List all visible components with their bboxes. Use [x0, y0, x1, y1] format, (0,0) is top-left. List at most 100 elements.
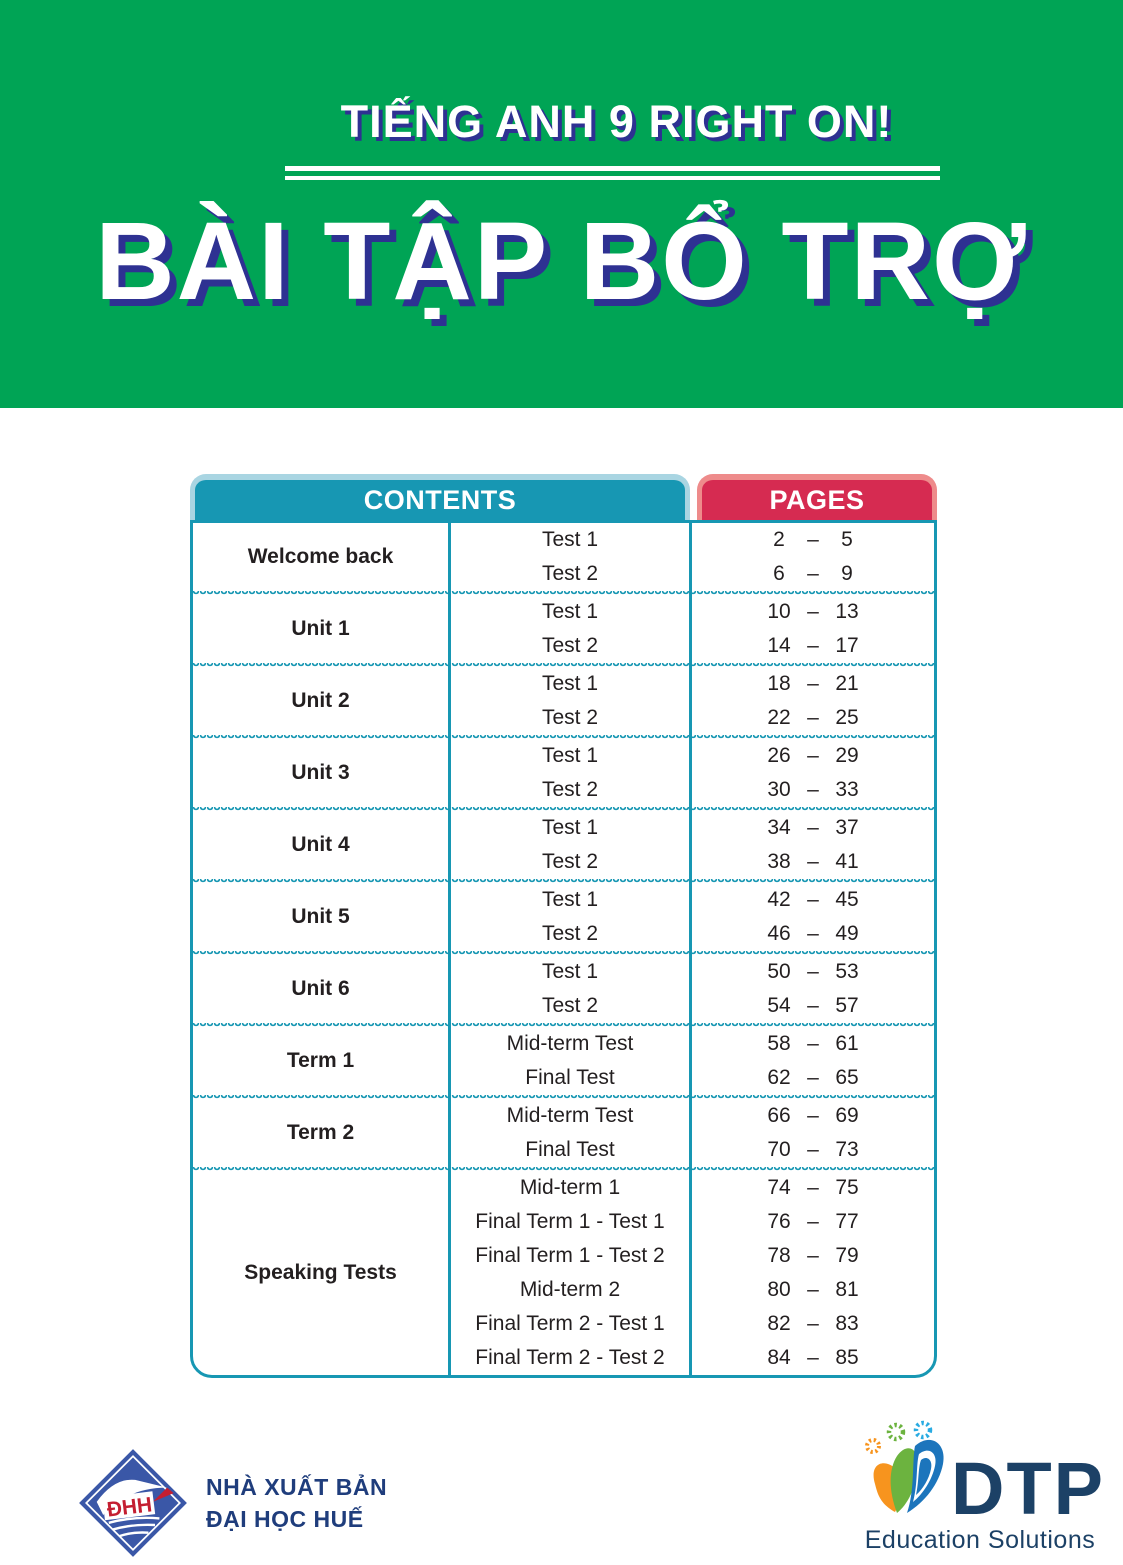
toc-item-pages: 2–5	[773, 528, 853, 551]
toc-category: Unit 4	[291, 833, 350, 856]
contents-header-pill: CONTENTS	[190, 474, 690, 520]
toc-item-label: Mid-term Test	[506, 1032, 634, 1055]
toc-item-label: Test 2	[541, 706, 599, 729]
toc-item-label: Test 1	[541, 960, 599, 983]
toc-item-pages: 6–9	[773, 562, 853, 585]
toc-group: Unit 3 Test 1 26–29 Test 2 30–33	[193, 739, 934, 807]
toc-item-pages: 26–29	[767, 744, 859, 767]
toc-item-pages: 58–61	[767, 1032, 859, 1055]
wavy-divider	[193, 1167, 934, 1171]
toc-item-pages: 76–77	[767, 1210, 859, 1233]
rule-line	[285, 176, 940, 180]
toc-group: Unit 4 Test 1 34–37 Test 2 38–41	[193, 811, 934, 879]
toc-item-label: Test 1	[541, 672, 599, 695]
toc-item-label: Test 2	[541, 850, 599, 873]
toc-item-label: Final Test	[525, 1066, 615, 1089]
dtp-logo-row: DTP	[855, 1420, 1105, 1530]
toc-category: Unit 2	[291, 689, 350, 712]
toc-item-label: Test 1	[541, 528, 599, 551]
toc-category: Term 2	[286, 1121, 355, 1144]
toc-item-pages: 18–21	[767, 672, 859, 695]
wavy-divider	[193, 735, 934, 739]
toc-item-pages: 66–69	[767, 1104, 859, 1127]
toc-item-label: Test 2	[541, 778, 599, 801]
publisher-name: NHÀ XUẤT BẢN ĐẠI HỌC HUẾ	[206, 1471, 387, 1535]
dtp-subtitle: Education Solutions	[864, 1526, 1096, 1554]
toc-group: Unit 5 Test 1 42–45 Test 2 46–49	[193, 883, 934, 951]
toc-item-label: Mid-term Test	[506, 1104, 634, 1127]
dtp-flower-icon	[865, 1420, 944, 1513]
toc-item-pages: 82–83	[767, 1312, 859, 1335]
column-divider	[448, 523, 451, 1375]
toc-group: Unit 6 Test 1 50–53 Test 2 54–57	[193, 955, 934, 1023]
table-of-contents: CONTENTS PAGES Welcome back Test 1 2–5 Test…	[190, 474, 937, 1378]
toc-item-pages: 80–81	[767, 1278, 859, 1301]
toc-category: Term 1	[286, 1049, 355, 1072]
toc-item-label: Mid-term 1	[519, 1176, 621, 1199]
toc-category: Speaking Tests	[244, 1261, 397, 1284]
rule-line	[285, 166, 940, 171]
wavy-divider	[193, 591, 934, 595]
toc-item-pages: 30–33	[767, 778, 859, 801]
header-band: TIẾNG ANH 9 RIGHT ON! BÀI TẬP BỔ TRỢ	[0, 0, 1123, 408]
dtp-wordmark: DTP	[951, 1446, 1105, 1530]
book-title: BÀI TẬP BỔ TRỢ	[95, 200, 1028, 323]
wavy-divider	[193, 807, 934, 811]
toc-item-pages: 78–79	[767, 1244, 859, 1267]
toc-group: Unit 2 Test 1 18–21 Test 2 22–25	[193, 667, 934, 735]
publisher-line-1: NHÀ XUẤT BẢN	[206, 1473, 388, 1500]
toc-item-label: Test 2	[541, 562, 599, 585]
toc-item-label: Final Term 1 - Test 1	[475, 1210, 665, 1233]
wavy-divider	[193, 663, 934, 667]
toc-category: Unit 3	[291, 761, 350, 784]
toc-group: Term 1 Mid-term Test 58–61 Final Test 62–65	[193, 1027, 934, 1095]
toc-item-label: Mid-term 2	[519, 1278, 621, 1301]
toc-item-label: Final Test	[525, 1138, 615, 1161]
toc-item-pages: 10–13	[767, 600, 859, 623]
pages-header-pill: PAGES	[697, 474, 937, 520]
toc-item-label: Test 1	[541, 744, 599, 767]
toc-group: Speaking Tests Mid-term 1 74–75 Final Term …	[193, 1171, 934, 1375]
toc-item-pages: 34–37	[767, 816, 859, 839]
toc-body: Welcome back Test 1 2–5 Test 2 6–9 Unit 1 Test…	[190, 520, 937, 1378]
toc-item-label: Test 2	[541, 634, 599, 657]
toc-group: Unit 1 Test 1 10–13 Test 2 14–17	[193, 595, 934, 663]
double-rule	[285, 166, 940, 180]
publisher-block: ĐHH NHÀ XUẤT BẢN ĐẠI HỌC HUẾ	[78, 1448, 387, 1558]
toc-item-label: Test 1	[541, 600, 599, 623]
dtp-logo-block: DTP Education Solutions	[855, 1420, 1105, 1555]
toc-item-pages: 74–75	[767, 1176, 859, 1199]
toc-item-pages: 14–17	[767, 634, 859, 657]
wavy-divider	[193, 879, 934, 883]
wavy-divider	[193, 951, 934, 955]
toc-category: Unit 6	[291, 977, 350, 1000]
toc-item-label: Test 2	[541, 994, 599, 1017]
toc-item-label: Final Term 1 - Test 2	[475, 1244, 665, 1267]
toc-category: Unit 5	[291, 905, 350, 928]
toc-item-pages: 50–53	[767, 960, 859, 983]
toc-item-pages: 46–49	[767, 922, 859, 945]
toc-item-pages: 54–57	[767, 994, 859, 1017]
hue-university-press-logo-icon: ĐHH	[79, 1449, 187, 1557]
series-title: TIẾNG ANH 9 RIGHT ON!	[340, 96, 893, 147]
toc-item-pages: 42–45	[767, 888, 859, 911]
toc-item-pages: 84–85	[767, 1346, 859, 1369]
publisher-line-2: ĐẠI HỌC HUẾ	[206, 1506, 364, 1532]
toc-item-label: Test 1	[541, 888, 599, 911]
toc-item-pages: 62–65	[767, 1066, 859, 1089]
wavy-divider	[193, 1023, 934, 1027]
toc-item-label: Test 1	[541, 816, 599, 839]
toc-group: Term 2 Mid-term Test 66–69 Final Test 70–73	[193, 1099, 934, 1167]
toc-category: Unit 1	[291, 617, 350, 640]
toc-item-label: Test 2	[541, 922, 599, 945]
footer: ĐHH NHÀ XUẤT BẢN ĐẠI HỌC HUẾ	[0, 1420, 1123, 1565]
toc-item-pages: 22–25	[767, 706, 859, 729]
toc-category: Welcome back	[247, 545, 394, 568]
toc-group: Welcome back Test 1 2–5 Test 2 6–9	[193, 523, 934, 591]
wavy-divider	[193, 1095, 934, 1099]
column-divider	[689, 523, 692, 1375]
toc-item-label: Final Term 2 - Test 1	[475, 1312, 665, 1335]
toc-item-pages: 70–73	[767, 1138, 859, 1161]
toc-header-row: CONTENTS PAGES	[190, 474, 937, 520]
